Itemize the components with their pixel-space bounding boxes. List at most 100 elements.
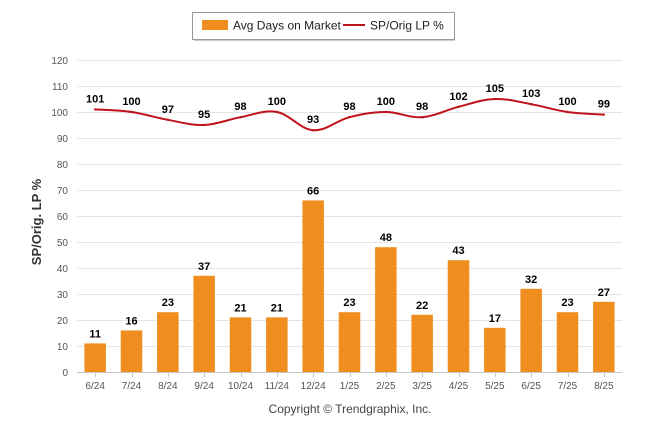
bar <box>556 312 579 372</box>
y-tick-label: 0 <box>62 368 68 379</box>
line-value-label: 93 <box>307 114 319 126</box>
line-value-label: 98 <box>343 101 355 113</box>
y-tick-label: 50 <box>57 238 69 249</box>
x-tick-label: 9/24 <box>194 381 214 392</box>
line-value-label: 95 <box>198 109 210 121</box>
x-tick-label: 6/25 <box>521 381 541 392</box>
bar <box>302 200 324 372</box>
y-axis: 0 10 20 30 40 50 60 70 80 90 100 110 120 <box>51 56 68 379</box>
bar-data-labels: 11 16 23 37 21 21 66 23 48 22 43 17 32 23 27 <box>89 185 610 340</box>
x-tick-label: 8/25 <box>594 381 614 392</box>
line-value-label: 99 <box>598 99 610 111</box>
x-tick-label: 5/25 <box>485 381 505 392</box>
line-point <box>93 108 97 111</box>
bar <box>157 312 179 372</box>
line-point <box>130 110 133 114</box>
y-tick-label: 90 <box>57 134 69 145</box>
bar <box>229 317 252 372</box>
bar-value-label: 43 <box>452 245 464 257</box>
line-point <box>529 103 533 106</box>
line-value-label: 100 <box>268 96 286 108</box>
bar-value-label: 23 <box>561 297 573 309</box>
legend-box <box>192 12 455 40</box>
line-value-label: 98 <box>234 101 246 113</box>
x-tick-label: 7/25 <box>558 381 578 392</box>
x-tick-label: 12/24 <box>301 381 326 392</box>
y-tick-label: 120 <box>51 56 68 67</box>
x-tick-label: 3/25 <box>412 381 432 392</box>
line-data-labels: 101 100 97 95 98 100 93 98 100 98 102 105 103 100 99 <box>86 83 610 126</box>
line-value-label: 102 <box>449 91 467 103</box>
line-point <box>239 116 242 119</box>
line-point <box>275 110 279 114</box>
line-point <box>348 116 351 119</box>
bar-value-label: 23 <box>162 297 174 309</box>
line-value-label: 100 <box>122 96 140 108</box>
bar-value-label: 16 <box>125 315 137 327</box>
bar <box>84 343 106 372</box>
bar-value-label: 22 <box>416 300 428 312</box>
x-tick-label: 2/25 <box>376 381 396 392</box>
y-tick-label: 70 <box>57 186 69 197</box>
x-tick-label: 7/24 <box>122 381 142 392</box>
bar-value-label: 37 <box>198 261 210 273</box>
y-tick-label: 30 <box>57 290 69 301</box>
bar-value-label: 27 <box>598 287 610 299</box>
line-value-label: 100 <box>558 96 576 108</box>
bar-value-label: 21 <box>234 302 246 314</box>
x-tick-label: 10/24 <box>228 381 253 392</box>
x-tick-label: 8/24 <box>158 381 178 392</box>
bar <box>593 301 615 372</box>
bar <box>338 312 361 372</box>
x-tick-label: 4/25 <box>449 381 469 392</box>
line-point <box>566 110 569 114</box>
bar <box>520 288 542 372</box>
line-value-label: 105 <box>486 83 504 95</box>
y-tick-label: 110 <box>52 82 68 93</box>
line-value-label: 103 <box>522 88 540 100</box>
line-point <box>493 97 497 101</box>
line-value-label: 98 <box>416 101 428 113</box>
line-value-label: 101 <box>86 93 104 105</box>
bar-value-label: 21 <box>271 302 283 314</box>
bar <box>120 330 143 372</box>
line-point <box>202 123 206 127</box>
legend: Avg Days on Market SP/Orig LP % <box>192 12 455 41</box>
copyright-credit: Copyright © Trendgraphix, Inc. <box>269 402 432 416</box>
legend-bar-label: Avg Days on Market <box>233 19 341 33</box>
bar-value-label: 32 <box>525 274 537 286</box>
bar-value-label: 17 <box>489 313 501 325</box>
line-value-label: 97 <box>162 104 174 116</box>
bar <box>484 327 506 372</box>
y-tick-label: 100 <box>51 108 68 119</box>
y-tick-label: 40 <box>57 264 69 275</box>
legend-bar-swatch <box>202 20 228 30</box>
line-series <box>93 97 606 132</box>
bar-value-label: 11 <box>89 328 101 340</box>
x-axis: 6/24 7/24 8/24 9/24 10/24 11/24 12/24 1/25 2/25 3… <box>85 372 614 392</box>
x-tick-label: 11/24 <box>265 381 290 392</box>
line-point <box>384 110 388 114</box>
y-axis-title: SP/Orig. LP % <box>29 178 44 265</box>
bar-series <box>84 200 615 372</box>
legend-line-label: SP/Orig LP % <box>370 19 444 33</box>
bar-value-label: 66 <box>307 185 319 197</box>
bar <box>447 260 470 372</box>
line-point <box>420 116 424 119</box>
line-point <box>166 118 170 122</box>
bar <box>411 314 433 372</box>
x-tick-label: 6/24 <box>85 381 105 392</box>
bar-value-label: 23 <box>343 297 355 309</box>
y-tick-label: 20 <box>57 316 69 327</box>
bar <box>375 247 397 372</box>
line-value-label: 100 <box>377 96 395 108</box>
x-tick-label: 1/25 <box>340 381 360 392</box>
line-point <box>457 105 460 109</box>
bar-value-label: 48 <box>380 232 392 244</box>
bar <box>193 275 215 372</box>
bar <box>266 317 288 372</box>
y-tick-label: 10 <box>57 342 69 353</box>
y-tick-label: 80 <box>57 160 69 171</box>
line-point <box>311 129 315 132</box>
